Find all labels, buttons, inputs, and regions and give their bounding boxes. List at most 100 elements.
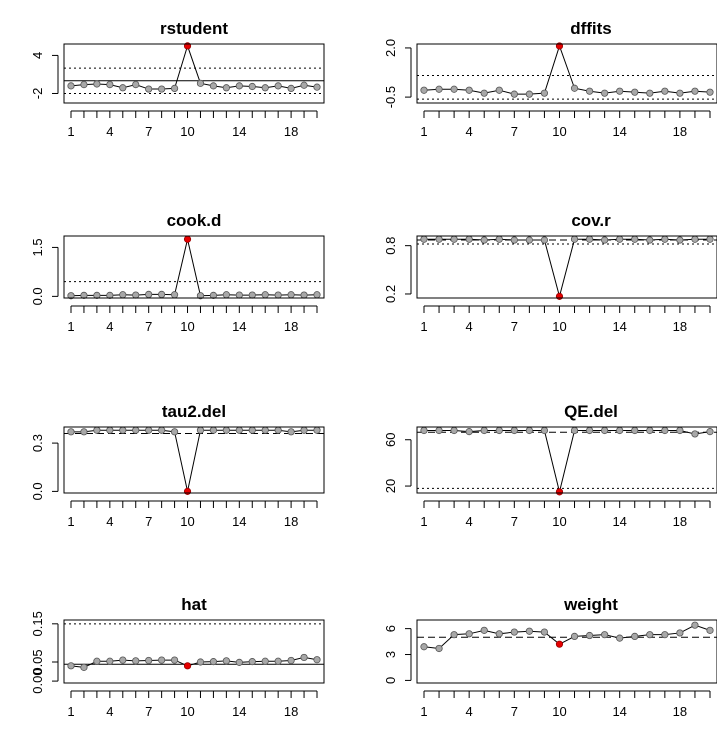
plot-frame xyxy=(416,619,717,684)
data-point xyxy=(67,428,75,436)
plot-frame xyxy=(63,426,325,494)
data-point xyxy=(67,292,75,300)
x-tick-label: 18 xyxy=(673,319,687,334)
data-point xyxy=(132,291,140,299)
data-point xyxy=(480,89,488,97)
x-tick-label: 4 xyxy=(106,319,113,334)
x-tick-label: 18 xyxy=(673,124,687,139)
data-point xyxy=(170,656,179,664)
x-tick-label: 14 xyxy=(232,704,246,719)
data-point xyxy=(119,84,127,92)
x-tick-label: 10 xyxy=(180,704,194,719)
plot-frame xyxy=(63,43,325,104)
data-point xyxy=(631,235,639,243)
data-point xyxy=(676,426,684,435)
y-tick-label: 0.3 xyxy=(30,434,45,452)
data-point xyxy=(646,236,654,244)
highlighted-data-point xyxy=(555,292,564,300)
data-point xyxy=(465,428,473,436)
data-point xyxy=(80,81,88,89)
data-point xyxy=(170,291,179,299)
data-point xyxy=(93,426,101,434)
highlighted-data-point xyxy=(183,487,192,495)
y-tick-label: 0.0 xyxy=(30,287,45,305)
data-point xyxy=(209,291,218,299)
x-tick-label: 1 xyxy=(420,319,427,334)
data-point xyxy=(106,291,114,299)
data-point xyxy=(525,90,533,98)
data-point xyxy=(67,82,75,90)
data-point xyxy=(106,426,114,434)
data-point xyxy=(465,630,473,638)
x-tick-label: 1 xyxy=(420,514,427,529)
data-point xyxy=(158,85,166,93)
x-tick-label: 1 xyxy=(67,514,74,529)
x-tick-label: 1 xyxy=(420,704,427,719)
panel-cook-d: cook.d1 4 7 10 14 180.01.5 xyxy=(30,211,325,334)
data-point xyxy=(480,426,488,435)
series-line xyxy=(70,239,318,297)
data-point xyxy=(510,236,518,244)
y-tick-label: 1.5 xyxy=(30,238,45,256)
chart-title: rstudent xyxy=(160,19,228,38)
data-point xyxy=(691,87,699,95)
x-tick-label: 7 xyxy=(145,704,152,719)
data-point xyxy=(420,86,428,94)
data-point xyxy=(420,643,428,651)
data-point xyxy=(616,235,624,243)
y-tick-label: 0.15 xyxy=(30,611,45,636)
y-tick-label: 3 xyxy=(383,651,398,658)
data-point xyxy=(495,630,503,638)
data-point xyxy=(450,631,458,639)
y-tick-label: -0.5 xyxy=(383,86,398,108)
data-point xyxy=(616,87,624,95)
panel-cov-r: cov.r1 4 7 10 14 180.20.8 xyxy=(383,211,717,334)
x-tick-label: 4 xyxy=(466,319,473,334)
data-point xyxy=(313,426,321,434)
data-point xyxy=(510,426,518,435)
data-point xyxy=(119,426,127,434)
data-point xyxy=(261,657,269,665)
data-point xyxy=(222,657,230,665)
data-point xyxy=(196,79,205,87)
data-point xyxy=(585,426,594,435)
data-point xyxy=(661,426,669,435)
data-point xyxy=(196,292,205,300)
data-point xyxy=(495,426,503,435)
data-point xyxy=(235,426,243,434)
data-point xyxy=(495,86,503,94)
y-tick-label: 2.0 xyxy=(383,39,398,57)
y-tick-label: 0.2 xyxy=(383,285,398,303)
x-tick-label: 4 xyxy=(466,514,473,529)
x-tick-label: 1 xyxy=(67,704,74,719)
y-tick-label: 0.00 xyxy=(30,668,45,693)
y-tick-label: -2 xyxy=(30,88,45,100)
data-point xyxy=(170,428,179,436)
x-tick-label: 18 xyxy=(284,514,298,529)
data-point xyxy=(222,291,230,299)
data-point xyxy=(248,291,256,299)
data-point xyxy=(480,626,488,634)
data-point xyxy=(274,426,282,434)
x-tick-label: 10 xyxy=(180,124,194,139)
series-line xyxy=(423,44,711,95)
plot-frame xyxy=(63,619,325,684)
data-point xyxy=(585,87,594,95)
data-point xyxy=(570,632,579,640)
x-tick-label: 10 xyxy=(552,704,566,719)
data-point xyxy=(616,426,624,435)
y-tick-label: 4 xyxy=(30,52,45,59)
data-point xyxy=(80,428,88,436)
x-tick-label: 1 xyxy=(420,124,427,139)
data-point xyxy=(287,428,295,436)
data-point xyxy=(287,84,295,93)
data-point xyxy=(235,291,243,299)
data-point xyxy=(132,426,140,434)
data-point xyxy=(661,235,669,243)
x-tick-label: 4 xyxy=(106,124,113,139)
data-point xyxy=(67,662,75,670)
x-tick-label: 18 xyxy=(673,514,687,529)
data-point xyxy=(510,90,518,98)
